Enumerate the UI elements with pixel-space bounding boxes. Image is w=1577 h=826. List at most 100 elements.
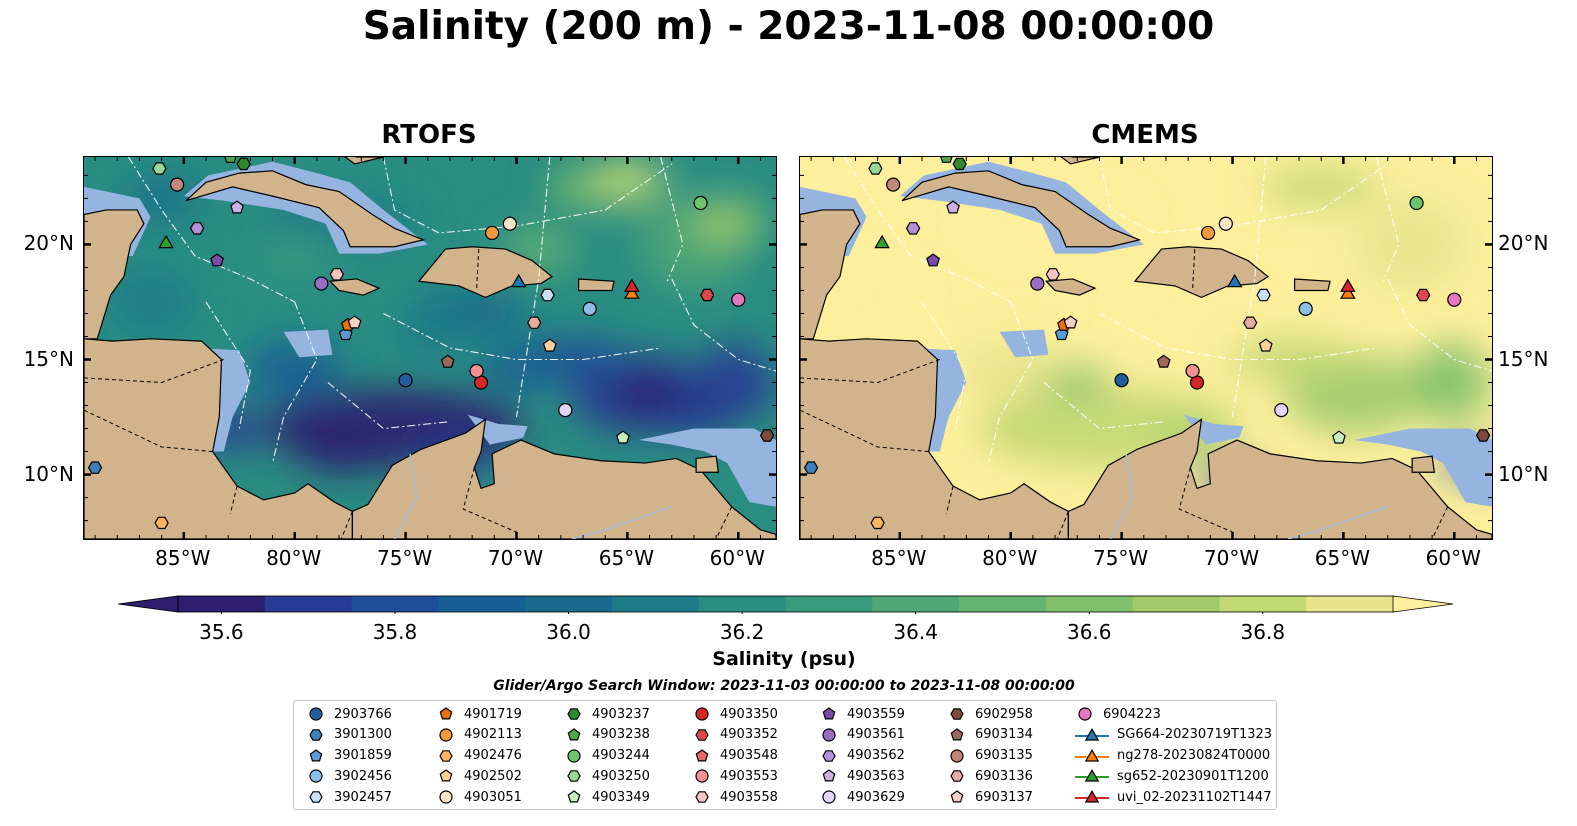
legend-label: 4903051 [464,789,522,805]
legend-label: 6903134 [975,727,1033,743]
legend-label: 3901859 [334,748,392,764]
legend-marker-circle [567,748,581,763]
legend-item: 3902456 [306,766,392,786]
land-southamerica [1067,418,1492,539]
colorbar-tick-label: 36.0 [546,620,591,644]
observation-2903766 [1114,373,1129,388]
observation-3901300 [87,461,103,474]
legend-marker-circle [1078,707,1092,721]
legend-marker-circle [822,790,836,804]
observation-uvi_02-20231102T1447 [624,278,640,292]
observation-4903244 [693,195,708,211]
rtofs-panel-title: RTOFS [381,120,477,150]
legend-marker-circle [695,769,709,783]
legend-item: 4903559 [819,704,905,724]
legend-item: 4903051 [436,787,522,807]
legend-marker-hexagon [695,791,709,803]
legend-item: 4903244 [564,746,650,766]
observation-sg652-20230901T1200 [158,234,174,249]
legend-marker-hexagon [439,749,453,762]
eez-boundary [127,157,295,303]
observation-6903137 [1063,315,1078,329]
legend-label: 4901719 [464,706,522,722]
colorbar-segment [1306,596,1394,612]
colorbar-tick-label: 35.6 [199,620,244,644]
legend-item: 6903137 [947,787,1033,807]
figure-title: Salinity (200 m) - 2023-11-08 00:00:00 [362,4,1215,49]
legend-item: 4903561 [819,725,905,745]
cmems-panel-title: CMEMS [1091,120,1199,150]
observation-2903766 [398,373,413,388]
lon-tick-label: 65°W [598,546,654,570]
eez-boundary [1043,382,1167,430]
legend-label: SG664-20230719T1323 [1117,727,1273,743]
eez-boundary [660,157,684,282]
land-bahamas [344,157,384,165]
legend-marker-pentagon [439,769,453,782]
colorbar-tick-label: 36.8 [1240,620,1286,644]
observation-6903135 [170,177,185,192]
legend-marker-hexagon [822,749,836,762]
legend-label: 6903135 [975,748,1033,764]
shelf-region [197,348,251,452]
legend-item: SG664-20230719T1323 [1075,725,1272,745]
legend-label: 3901300 [334,727,392,743]
legend-marker-pentagon [567,790,581,803]
observation-6904223 [731,292,746,307]
legend-item: 4903237 [564,704,650,724]
legend-item: 3901859 [306,746,392,766]
land-jamaica [328,278,381,296]
eez-boundary [1099,312,1377,361]
salinity-colorbar [118,595,1453,614]
country-border [84,409,213,453]
legend-item: 6903136 [947,766,1033,786]
observation-4903562 [189,222,205,235]
legend-label: 4903244 [592,748,650,764]
legend-item: 4903562 [819,746,905,766]
lon-tick-label: 75°W [1092,546,1149,570]
colorbar-extend-high [1392,595,1453,613]
colorbar-segment [611,596,700,612]
lat-tick-label-left: 15°N [23,346,74,371]
observation-4903051 [502,216,517,231]
observation-4903561 [1030,276,1045,291]
legend-item: ng278-20230824T0000 [1075,746,1270,766]
legend-marker-pentagon [567,728,581,741]
lat-tick-label-left: 20°N [23,231,74,256]
observation-4902502 [542,338,557,352]
legend-marker-hexagon [309,728,323,741]
observation-ng278-20230824T0000 [1340,285,1356,299]
legend-item: 2903766 [306,704,392,724]
colorbar-segment [698,596,786,612]
legend-item: 4903352 [692,725,778,745]
legend-marker-triangle [1084,748,1100,762]
legend-label: 4903349 [592,789,650,805]
legend-label: 4903561 [847,727,905,743]
observation-4903629 [558,403,573,418]
legend-marker-pentagon [950,790,964,803]
eez-boundary [921,301,967,429]
colorbar-tick-label: 36.4 [893,620,938,644]
legend-item: 3901300 [306,725,392,745]
colorbar-segment [264,596,353,612]
land-cuba [901,170,1142,248]
legend-marker-triangle [1084,769,1100,782]
land-yucatan [84,209,145,340]
colorbar-segment [785,596,873,612]
legend-marker-triangle [1084,790,1100,803]
legend-label: 4902113 [464,727,522,743]
legend-label: 4903548 [720,748,778,764]
colorbar-segment [178,596,266,612]
legend-label: 4902502 [464,768,522,784]
legend-marker-circle [309,769,323,783]
observation-3902456 [582,301,597,316]
observation-6902958 [759,429,775,442]
colorbar-extend-low [118,595,179,613]
search-window-text: Glider/Argo Search Window: 2023-11-03 00… [493,678,1075,694]
legend-label: 3902456 [334,768,392,784]
lon-tick-label: 85°W [155,546,211,570]
legend-marker-pentagon [950,728,964,741]
legend-label: 4903553 [720,768,778,784]
lon-tick-label: 75°W [376,546,433,570]
lat-tick-label-left: 10°N [23,461,74,486]
